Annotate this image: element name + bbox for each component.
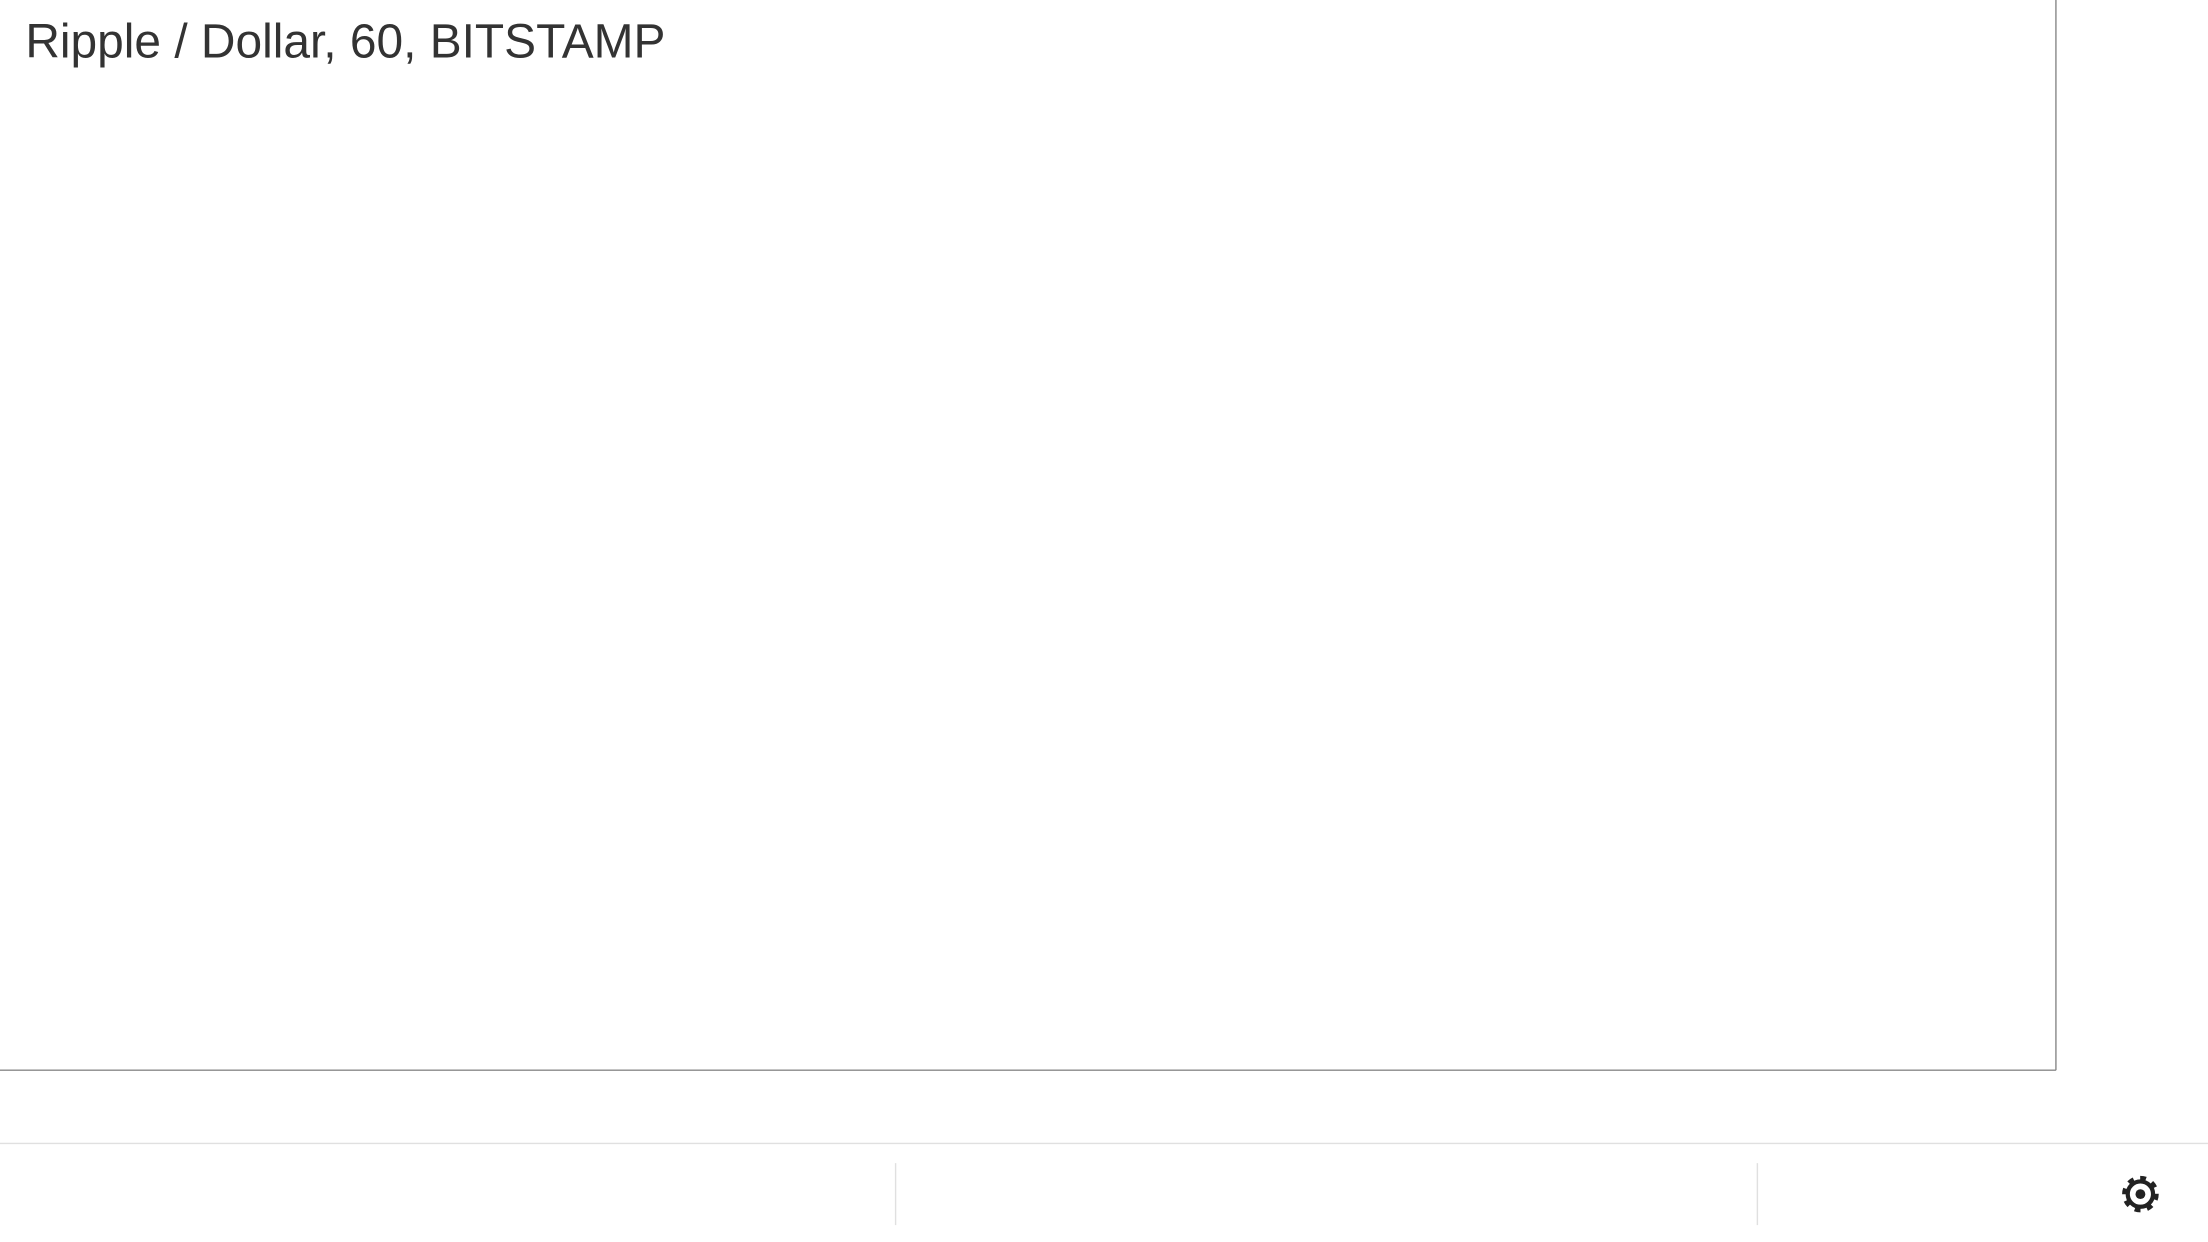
settings-button[interactable]: [2122, 1175, 2159, 1213]
gear-hub: [2135, 1189, 2146, 1200]
gear-ring: [2125, 1179, 2156, 1209]
chart-title: Ripple / Dollar, 60, BITSTAMP: [25, 16, 665, 69]
gear-teeth: [2122, 1175, 2159, 1213]
